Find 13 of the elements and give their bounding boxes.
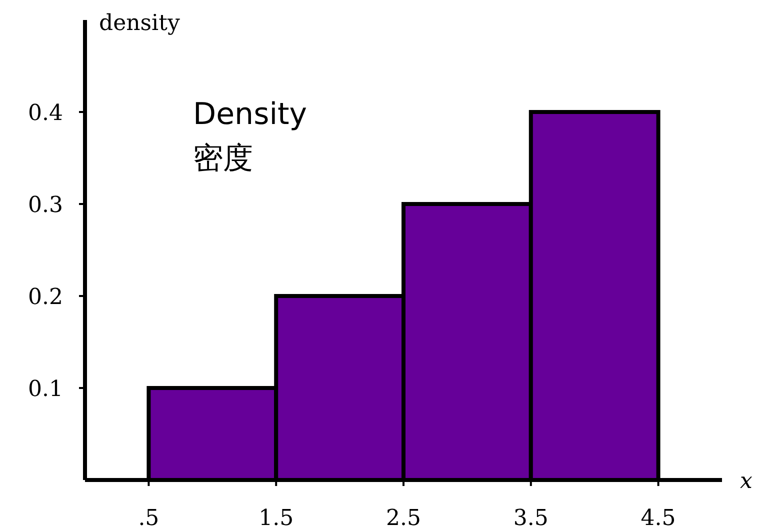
- x-tick-label: .5: [138, 506, 160, 530]
- y-tick-label: 0.2: [28, 285, 63, 310]
- annotation: Density: [193, 97, 308, 132]
- x-tick-label: 4.5: [640, 506, 676, 530]
- x-tick-label: 1.5: [258, 506, 294, 530]
- y-tick-label: 0.1: [28, 377, 63, 402]
- annotation: 密度: [193, 141, 253, 176]
- x-tick-label: 3.5: [513, 506, 548, 530]
- x-axis-title: x: [740, 469, 753, 494]
- y-tick-label: 0.3: [28, 193, 63, 218]
- x-tick-label: 2.5: [386, 506, 421, 530]
- y-tick-label: 0.4: [28, 101, 63, 126]
- y-axis-title: density: [99, 11, 180, 36]
